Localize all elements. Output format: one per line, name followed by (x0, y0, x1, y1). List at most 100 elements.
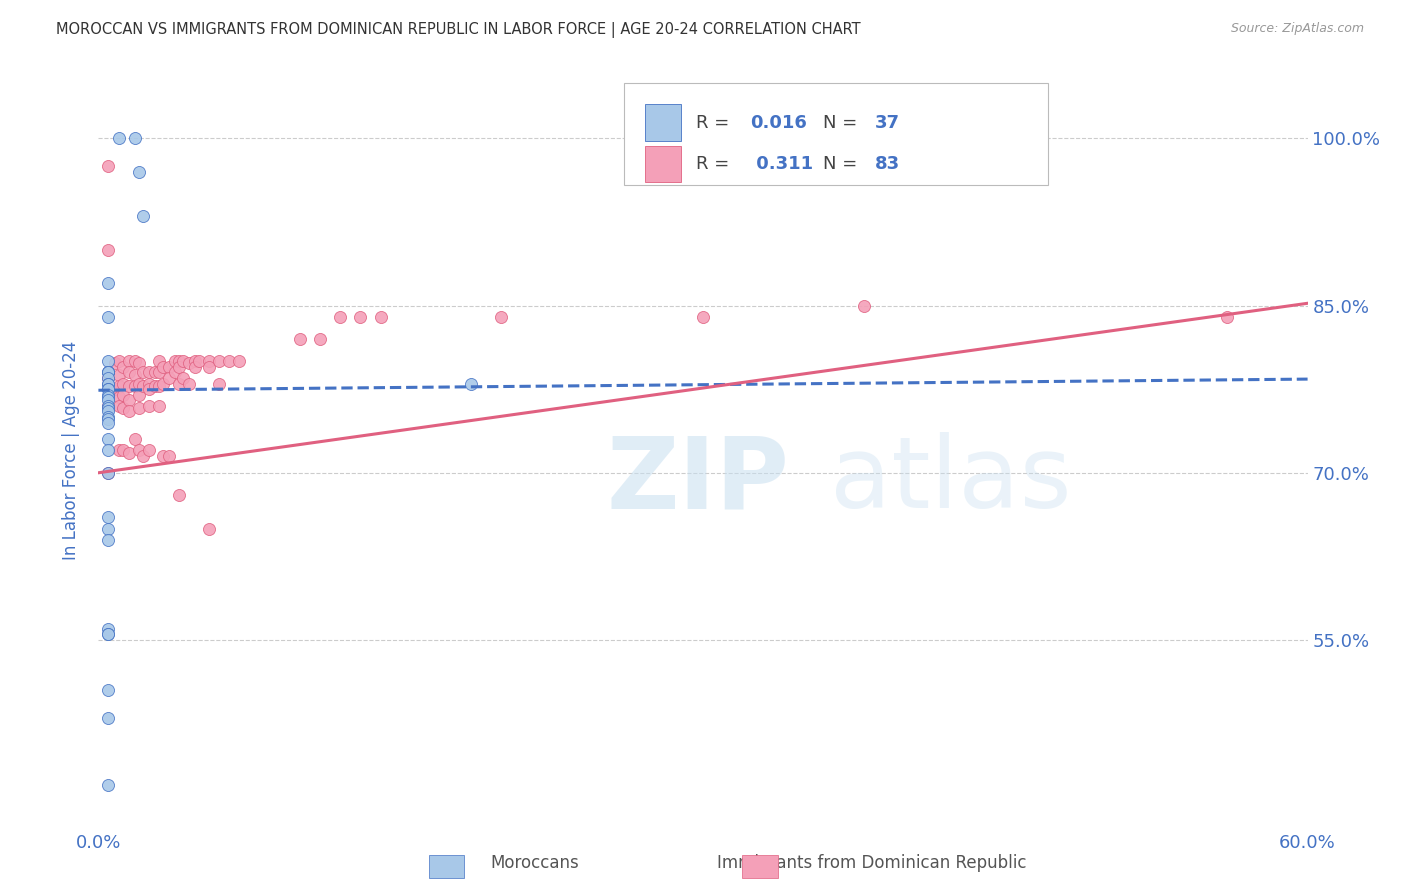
Point (128, 443, 150, 458)
Point (118, 354, 141, 368)
Point (148, 379, 170, 393)
Point (370, 310, 392, 324)
Point (148, 399, 170, 413)
Point (124, 354, 146, 368)
Point (97, 404, 120, 418)
Point (97, 382, 120, 396)
Point (111, 387, 134, 401)
Text: 0.311: 0.311 (751, 155, 813, 173)
Point (124, 368, 146, 382)
Point (111, 376, 134, 391)
Point (124, 433, 146, 447)
Point (103, 382, 125, 396)
Text: Source: ZipAtlas.com: Source: ZipAtlas.com (1230, 22, 1364, 36)
Point (124, 379, 146, 393)
Point (152, 449, 174, 463)
Point (198, 359, 221, 374)
Point (97, 711, 120, 725)
Point (118, 366, 141, 380)
Point (97, 371, 120, 385)
Point (118, 446, 141, 460)
Point (97, 627, 120, 641)
Point (97, 410, 120, 425)
Point (148, 354, 170, 368)
Point (208, 376, 231, 391)
Point (97, 443, 120, 458)
Text: 37: 37 (875, 113, 900, 131)
Point (288, 332, 311, 346)
Point (218, 354, 240, 368)
Point (228, 354, 250, 368)
Point (118, 393, 141, 408)
Point (132, 379, 155, 393)
Point (111, 401, 134, 416)
Point (128, 165, 150, 179)
Point (97, 466, 120, 480)
Point (128, 387, 150, 401)
Point (97, 371, 120, 385)
Point (97, 376, 120, 391)
Point (97, 622, 120, 636)
Point (184, 354, 207, 368)
Point (179, 376, 201, 391)
Point (167, 359, 190, 374)
Point (107, 131, 129, 145)
Point (97, 366, 120, 380)
Point (138, 399, 160, 413)
Point (1216, 310, 1239, 324)
Point (107, 390, 129, 404)
Text: Moroccans: Moroccans (489, 855, 579, 872)
Point (179, 356, 201, 371)
Point (188, 354, 211, 368)
Point (107, 379, 129, 393)
Y-axis label: In Labor Force | Age 20-24: In Labor Force | Age 20-24 (62, 341, 80, 560)
Point (692, 310, 714, 324)
Point (198, 354, 221, 368)
Point (107, 443, 129, 458)
Point (97, 366, 120, 380)
Bar (645, 146, 682, 183)
Point (143, 379, 166, 393)
Point (143, 366, 166, 380)
Point (111, 443, 134, 458)
Point (118, 404, 141, 418)
Point (309, 332, 332, 346)
Point (152, 376, 174, 391)
Point (97, 366, 120, 380)
Point (329, 310, 352, 324)
Point (107, 354, 129, 368)
Point (97, 390, 120, 404)
Text: atlas: atlas (830, 433, 1071, 529)
Point (172, 371, 194, 385)
Point (107, 368, 129, 382)
Point (97, 433, 120, 447)
Point (103, 356, 125, 371)
Text: MOROCCAN VS IMMIGRANTS FROM DOMINICAN REPUBLIC IN LABOR FORCE | AGE 20-24 CORREL: MOROCCAN VS IMMIGRANTS FROM DOMINICAN RE… (56, 22, 860, 38)
Point (111, 359, 134, 374)
Point (163, 354, 186, 368)
Point (97, 354, 120, 368)
Point (97, 412, 120, 426)
Point (167, 354, 190, 368)
Point (138, 382, 160, 396)
Bar (645, 104, 682, 141)
Point (97, 683, 120, 698)
Point (208, 354, 231, 368)
Point (97, 399, 120, 413)
Point (172, 354, 194, 368)
Point (97, 382, 120, 396)
Point (138, 376, 160, 391)
Point (132, 366, 155, 380)
Point (97, 393, 120, 408)
Point (107, 399, 129, 413)
Point (128, 356, 150, 371)
Point (97, 159, 120, 173)
Point (138, 443, 160, 458)
Point (853, 299, 876, 313)
Point (97, 522, 120, 536)
Point (349, 310, 371, 324)
FancyBboxPatch shape (624, 83, 1047, 186)
Text: 83: 83 (875, 155, 900, 173)
Point (97, 401, 120, 416)
Point (157, 359, 180, 374)
